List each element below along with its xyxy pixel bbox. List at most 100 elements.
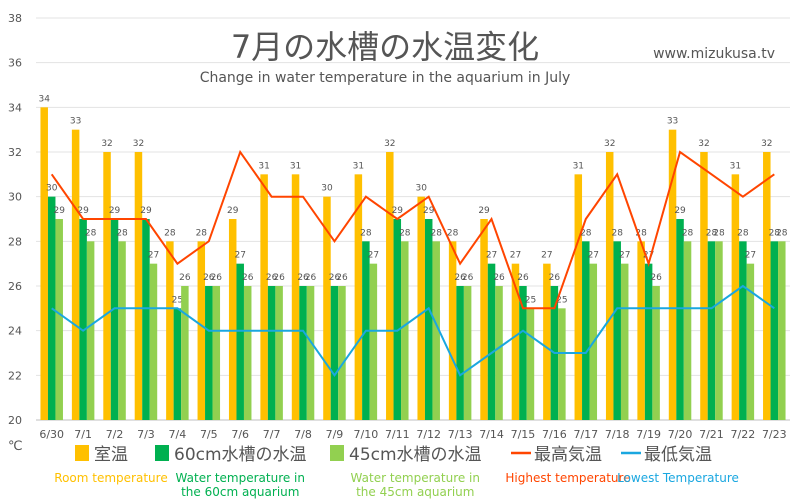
legend-item: 室温 Room temperature bbox=[54, 445, 168, 485]
y-tick-label: 24 bbox=[8, 325, 22, 338]
y-tick-label: 22 bbox=[8, 369, 22, 382]
legend-sublabel: Room temperature bbox=[54, 471, 167, 485]
data-label: 28 bbox=[769, 228, 781, 238]
data-label: 31 bbox=[573, 161, 584, 171]
data-label: 26 bbox=[242, 273, 254, 283]
bar bbox=[386, 152, 394, 420]
y-tick-label: 34 bbox=[8, 101, 22, 114]
data-label: 29 bbox=[77, 206, 89, 216]
chart-title: 7月の水槽の水温変化 bbox=[231, 28, 539, 66]
y-tick-label: 26 bbox=[8, 280, 22, 293]
data-label: 25 bbox=[556, 295, 567, 305]
bar bbox=[142, 219, 150, 420]
x-tick-label: 7/1 bbox=[74, 428, 92, 441]
bar bbox=[118, 241, 126, 420]
bar bbox=[637, 241, 645, 420]
data-label: 28 bbox=[776, 228, 788, 238]
data-label: 28 bbox=[164, 228, 176, 238]
data-label: 29 bbox=[140, 206, 152, 216]
x-tick-label: 7/18 bbox=[605, 428, 630, 441]
y-tick-label: 30 bbox=[8, 191, 22, 204]
bar bbox=[71, 129, 80, 420]
bar bbox=[369, 263, 378, 420]
data-label: 27 bbox=[234, 251, 245, 261]
bar bbox=[511, 263, 520, 420]
bar bbox=[393, 219, 402, 420]
data-label: 27 bbox=[745, 251, 756, 261]
bar bbox=[103, 152, 111, 420]
data-label: 33 bbox=[70, 117, 81, 127]
data-label: 29 bbox=[227, 206, 239, 216]
x-tick-label: 7/13 bbox=[448, 428, 473, 441]
data-label: 31 bbox=[353, 161, 364, 171]
data-label: 31 bbox=[258, 161, 269, 171]
x-tick-label: 7/23 bbox=[762, 428, 787, 441]
bar bbox=[683, 241, 692, 420]
grid bbox=[36, 17, 790, 421]
lines bbox=[50, 149, 775, 378]
data-label: 32 bbox=[133, 139, 144, 149]
data-label: 27 bbox=[619, 251, 630, 261]
bar bbox=[620, 263, 629, 420]
x-tick-label: 7/14 bbox=[479, 428, 504, 441]
data-label: 31 bbox=[730, 161, 741, 171]
legend-swatch bbox=[155, 445, 169, 461]
x-tick-label: 7/11 bbox=[385, 428, 410, 441]
bar bbox=[644, 263, 653, 420]
bar bbox=[763, 152, 771, 420]
x-tick-label: 7/21 bbox=[699, 428, 724, 441]
bar bbox=[79, 219, 87, 420]
legend-sublabel: Water temperature in bbox=[351, 471, 480, 485]
data-label: 26 bbox=[329, 273, 341, 283]
bar bbox=[668, 129, 677, 420]
bar bbox=[700, 152, 708, 420]
data-label: 32 bbox=[101, 139, 112, 149]
legend-swatch bbox=[75, 445, 89, 461]
data-label: 33 bbox=[667, 117, 678, 127]
legend-sublabel: the 60cm aquarium bbox=[181, 485, 299, 499]
data-label: 26 bbox=[266, 273, 278, 283]
bar bbox=[212, 286, 221, 420]
data-label: 29 bbox=[53, 206, 65, 216]
unit-label: ℃ bbox=[8, 439, 23, 454]
y-axis: 20 22 24 26 28 30 32 34 36 38 bbox=[8, 12, 22, 427]
bar bbox=[338, 286, 346, 420]
y-tick-label: 36 bbox=[8, 57, 22, 70]
data-label: 31 bbox=[290, 161, 301, 171]
bar bbox=[676, 219, 684, 420]
data-label: 29 bbox=[109, 206, 121, 216]
source-label: www.mizukusa.tv bbox=[653, 46, 775, 62]
x-tick-label: 7/20 bbox=[668, 428, 693, 441]
legend-sublabel: the 45cm aquarium bbox=[356, 485, 474, 499]
bar bbox=[110, 219, 119, 420]
data-label: 32 bbox=[761, 139, 772, 149]
legend: 室温 Room temperature 60cm水槽の水温 Water tempera… bbox=[54, 445, 739, 499]
bar bbox=[432, 241, 440, 420]
data-label: 26 bbox=[493, 273, 505, 283]
bar bbox=[299, 286, 307, 420]
x-tick-label: 6/30 bbox=[39, 428, 64, 441]
bar bbox=[205, 286, 213, 420]
data-label: 32 bbox=[384, 139, 395, 149]
data-label: 27 bbox=[148, 251, 159, 261]
series-line bbox=[50, 149, 775, 310]
bar bbox=[652, 286, 660, 420]
data-label: 32 bbox=[604, 139, 615, 149]
y-tick-label: 28 bbox=[8, 235, 22, 248]
data-label: 26 bbox=[454, 273, 466, 283]
x-tick-label: 7/22 bbox=[731, 428, 756, 441]
bar bbox=[770, 241, 779, 420]
data-label: 27 bbox=[510, 251, 521, 261]
bar bbox=[448, 241, 457, 420]
x-tick-label: 7/16 bbox=[542, 428, 567, 441]
chart-subtitle: Change in water temperature in the aquar… bbox=[200, 70, 571, 86]
legend-label: 室温 bbox=[94, 445, 128, 465]
bar bbox=[173, 308, 182, 420]
bar bbox=[197, 241, 206, 420]
bar bbox=[275, 286, 283, 420]
data-label: 26 bbox=[517, 273, 529, 283]
data-label: 34 bbox=[38, 94, 50, 104]
bar bbox=[267, 286, 276, 420]
